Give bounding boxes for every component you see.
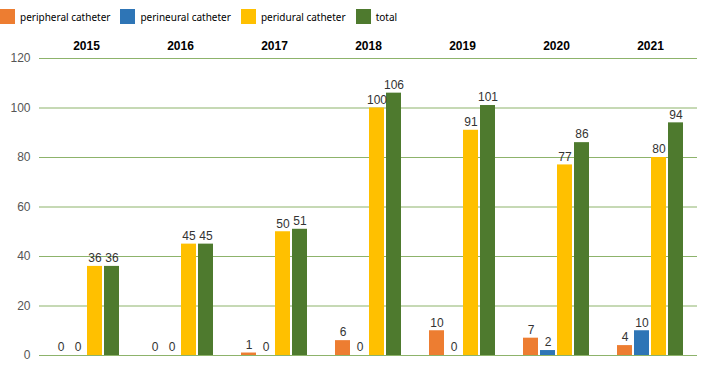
svg-text:101: 101 — [478, 90, 498, 104]
svg-text:0: 0 — [75, 340, 82, 354]
svg-text:36: 36 — [105, 251, 119, 265]
svg-text:80: 80 — [17, 150, 31, 164]
svg-text:0: 0 — [263, 340, 270, 354]
svg-text:80: 80 — [652, 142, 666, 156]
svg-text:4: 4 — [622, 330, 629, 344]
svg-text:94: 94 — [669, 108, 683, 122]
svg-text:0: 0 — [451, 340, 458, 354]
html-text:peridural catheter: peridural catheter — [260, 9, 346, 24]
svg-text:45: 45 — [182, 229, 196, 243]
svg-text:2015: 2015 — [73, 39, 100, 53]
svg-text:2019: 2019 — [449, 39, 476, 53]
svg-text:2016: 2016 — [167, 39, 194, 53]
svg-text:36: 36 — [88, 251, 102, 265]
svg-text:0: 0 — [357, 340, 364, 354]
svg-text:2: 2 — [545, 335, 552, 349]
svg-text:2020: 2020 — [543, 39, 570, 53]
svg-text:6: 6 — [340, 325, 347, 339]
svg-text:2017: 2017 — [261, 39, 288, 53]
svg-text:86: 86 — [575, 127, 589, 141]
svg-text:51: 51 — [293, 214, 307, 228]
svg-text:2018: 2018 — [355, 39, 382, 53]
svg-text:100: 100 — [367, 93, 387, 107]
svg-text:10: 10 — [430, 316, 444, 330]
svg-text:60: 60 — [17, 200, 31, 214]
svg-text:0: 0 — [58, 340, 65, 354]
svg-text:91: 91 — [464, 115, 478, 129]
svg-text:106: 106 — [384, 78, 404, 92]
svg-text:40: 40 — [17, 249, 31, 263]
svg-text:0: 0 — [152, 340, 159, 354]
svg-text:77: 77 — [558, 150, 572, 164]
svg-text:10: 10 — [635, 316, 649, 330]
svg-text:100: 100 — [10, 101, 30, 115]
svg-text:2021: 2021 — [637, 39, 664, 53]
svg-text:0: 0 — [24, 348, 31, 362]
html-text:peripheral catheter: peripheral catheter — [20, 9, 111, 24]
svg-text:45: 45 — [199, 229, 213, 243]
svg-text:1: 1 — [246, 338, 253, 352]
svg-text:120: 120 — [10, 51, 30, 65]
html-text:perineural catheter: perineural catheter — [140, 9, 231, 24]
html-text:total: total — [375, 9, 398, 24]
svg-text:20: 20 — [17, 299, 31, 313]
svg-text:50: 50 — [276, 217, 290, 231]
svg-text:7: 7 — [528, 323, 535, 337]
svg-text:0: 0 — [169, 340, 176, 354]
